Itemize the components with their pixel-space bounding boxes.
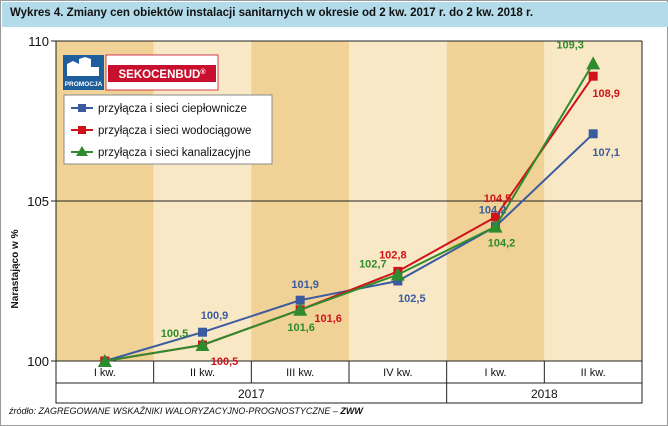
data-point-square: [295, 295, 305, 305]
data-point-square: [393, 276, 403, 286]
logo-brand-text: SEKOCENBUD®: [119, 68, 207, 81]
x-year-label: 2017: [238, 387, 265, 401]
x-category-label: II kw.: [581, 367, 606, 379]
series-line: [104, 62, 595, 362]
data-point-triangle: [293, 302, 308, 316]
y-tick-labels: 100 105 110: [27, 34, 49, 369]
x-category-label: I kw.: [484, 367, 506, 379]
data-point-triangle: [97, 354, 112, 367]
x-category-label: III kw.: [286, 367, 314, 379]
data-label: 100,9: [201, 310, 229, 322]
legend-marker-square: [78, 104, 86, 112]
sekocenbud-logo: PROMOCJA SEKOCENBUD®: [63, 54, 219, 91]
logo-badge-text: PROMOCJA: [65, 81, 103, 88]
data-label: 100,5: [211, 356, 239, 368]
y-tick-label: 100: [27, 354, 49, 369]
chart-title: Wykres 4. Zmiany cen obiektów instalacji…: [10, 7, 534, 19]
legend-marker-triangle: [76, 146, 88, 156]
data-label: 104,2: [488, 238, 516, 250]
data-label: 102,8: [379, 249, 407, 261]
legend-marker-square: [78, 126, 86, 134]
data-label: 104,5: [484, 193, 512, 205]
data-point-square: [588, 71, 598, 81]
data-label: 109,3: [556, 39, 584, 51]
data-point-triangle: [586, 56, 601, 70]
x-category-label: IV kw.: [383, 367, 412, 379]
title-bar: Wykres 4. Zmiany cen obiektów instalacji…: [2, 2, 668, 27]
legend-label: przyłącza i sieci wodociągowe: [98, 125, 251, 137]
series-layer: [97, 56, 601, 367]
data-label: 100,5: [161, 328, 189, 340]
data-point-triangle: [195, 338, 210, 351]
legend-box: [63, 94, 273, 165]
data-label: 102,5: [398, 293, 426, 305]
source-prefix: źródło: ZAGREGOWANE WSKAŹNIKI WALORYZACY…: [9, 406, 341, 416]
data-label: 102,7: [359, 259, 387, 271]
source-abbr: ZWW: [340, 406, 363, 416]
legend-label: przyłącza i sieci kanalizacyjne: [98, 147, 251, 159]
data-point-square: [588, 129, 598, 139]
y-axis-label: Narastająco w %: [10, 229, 21, 308]
x-category-labels: I kw. II kw. III kw. IV kw. I kw. II kw. 2017 2…: [94, 367, 606, 401]
data-label: 101,9: [291, 279, 319, 291]
data-point-square: [198, 327, 207, 337]
data-label: 107,1: [592, 147, 620, 159]
legend: przyłącza i sieci ciepłownicze przyłącza …: [63, 94, 273, 165]
axes: [55, 41, 643, 404]
data-point-square: [491, 212, 500, 222]
data-point-triangle: [390, 267, 405, 281]
logo-building-icon: [67, 57, 99, 76]
data-label: 104,2: [479, 205, 507, 217]
data-label: 108,9: [592, 88, 620, 100]
logo-brand-stripe: [108, 65, 216, 82]
data-point-triangle: [488, 219, 503, 233]
legend-label: przyłącza i sieci ciepłownicze: [98, 103, 247, 115]
x-category-label: I kw.: [94, 367, 116, 379]
data-labels: 100,9 101,9 102,5 104,2 107,1 100,5 101,6 102,8…: [161, 39, 620, 368]
data-label: 101,6: [287, 322, 315, 334]
x-category-label: II kw.: [190, 367, 215, 379]
data-label: 101,6: [314, 313, 342, 325]
y-tick-label: 105: [27, 194, 49, 209]
x-year-label: 2018: [531, 387, 558, 401]
y-tick-label: 110: [28, 34, 49, 49]
source-note: źródło: ZAGREGOWANE WSKAŹNIKI WALORYZACY…: [9, 406, 363, 416]
